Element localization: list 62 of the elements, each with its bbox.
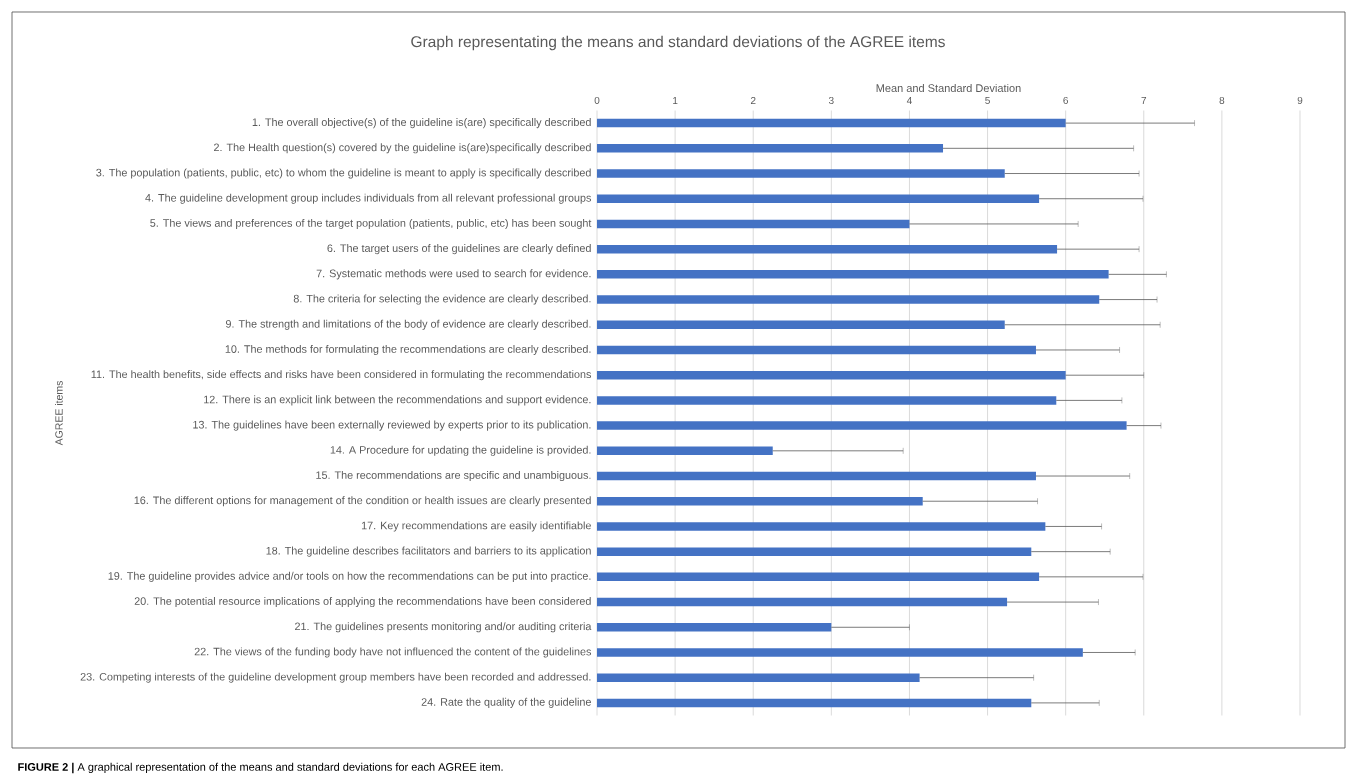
y-tick-label: 9. The strength and limitations of the body of evidence are clearly described.: [225, 319, 591, 330]
y-tick-label: 24. Rate the quality of the guideline: [421, 697, 591, 708]
bar: [597, 648, 1083, 657]
bar: [597, 547, 1032, 556]
bar: [597, 522, 1046, 531]
x-tick-label: 7: [1141, 97, 1147, 104]
x-tick-label: 9: [1297, 96, 1303, 104]
bar: [597, 270, 1109, 279]
y-tick-label: 10. The methods for formulating the recommendations are clearly described.: [225, 344, 591, 356]
y-tick-label: 11. The health benefits, side effects and risks have been considered in formulating the recommendations: [91, 370, 591, 381]
bar: [597, 597, 1008, 607]
y-tick-label: 7. Systematic methods were used to search for evidence.: [316, 269, 591, 280]
bar: [597, 471, 1036, 481]
y-tick-label: 22. The views of the funding body have not influenced the content of the guidelines: [194, 647, 592, 658]
bar: [597, 194, 1040, 203]
x-tick-label: 2: [750, 96, 756, 104]
y-tick-label: 5. The views and preferences of the target population (patients, public, etc) has been sought: [150, 218, 592, 229]
y-tick-label: 13. The guidelines have been externally reviewed by experts prior to its publication.: [193, 420, 591, 431]
x-axis-title: Mean and Standard Deviation: [876, 83, 1021, 93]
bar: [597, 244, 1058, 254]
bar: [597, 370, 1066, 380]
y-tick-label: 17. Key recommendations are easily identifiable: [361, 521, 591, 532]
y-tick-label: 18. The guideline describes facilitators and barriers to its application: [266, 546, 591, 557]
y-tick-label: 20. The potential resource implications of applying the recommendations have been considered: [134, 597, 591, 608]
y-tick-label: 23. Competing interests of the guideline development group members have been recorded and addressed.: [80, 672, 591, 683]
bar: [597, 623, 832, 632]
bar: [597, 169, 1005, 178]
y-tick-label: 12. There is an explicit link between the recommendations and support evidence.: [204, 395, 591, 406]
y-tick-label: 6. The target users of the guidelines are clearly defined: [327, 244, 591, 255]
y-tick-label: 1. The overall objective(s) of the guideline is(are) specifically described: [252, 118, 591, 129]
x-tick-label: 1: [673, 97, 678, 104]
y-tick-label: 2. The Health question(s) covered by the guideline is(are)specifically described: [214, 143, 591, 154]
y-tick-label: 15. The recommendations are specific and unambiguous.: [316, 470, 591, 482]
bar: [597, 446, 773, 456]
text: FIGURE 2 | A graphical representation of the means and standard deviations for each AGREE item.: [18, 762, 503, 774]
bar: [597, 320, 1005, 330]
x-tick-label: 3: [828, 96, 834, 104]
bar: [597, 673, 920, 682]
x-tick-label: 0: [594, 96, 600, 104]
bar: [597, 496, 923, 506]
bar: [597, 421, 1127, 430]
y-tick-label: 21. The guidelines presents monitoring and/or auditing criteria: [295, 622, 592, 633]
y-axis-title: AGREE items: [55, 381, 63, 446]
y-tick-label: 4. The guideline development group includes individuals from all relevant professional groups: [145, 193, 591, 204]
x-tick-label: 4: [906, 97, 912, 104]
bar: [597, 295, 1100, 304]
bar: [597, 572, 1040, 582]
y-tick-label: 14. A Procedure for updating the guideline is provided.: [330, 445, 591, 456]
chart-title: Graph representating the means and standard deviations of the AGREE items: [411, 35, 945, 51]
bar: [597, 144, 944, 153]
bar: [597, 396, 1057, 405]
x-tick-label: 6: [1063, 96, 1069, 104]
bar: [597, 219, 910, 229]
y-tick-label: 3. The population (patients, public, etc) to whom the guideline is meant to apply is specifically described: [96, 168, 591, 179]
bar: [597, 698, 1032, 708]
y-tick-label: 16. The different options for management of the condition or health issues are clearly presented: [134, 496, 591, 507]
x-tick-label: 8: [1219, 96, 1225, 104]
bar: [597, 118, 1066, 128]
y-tick-label: 19. The guideline provides advice and/or tools on how the recommendations can be put into practice.: [108, 571, 591, 582]
x-tick-label: 5: [985, 96, 990, 104]
y-tick-label: 8. The criteria for selecting the evidence are clearly described.: [293, 294, 591, 305]
bar: [597, 345, 1036, 355]
